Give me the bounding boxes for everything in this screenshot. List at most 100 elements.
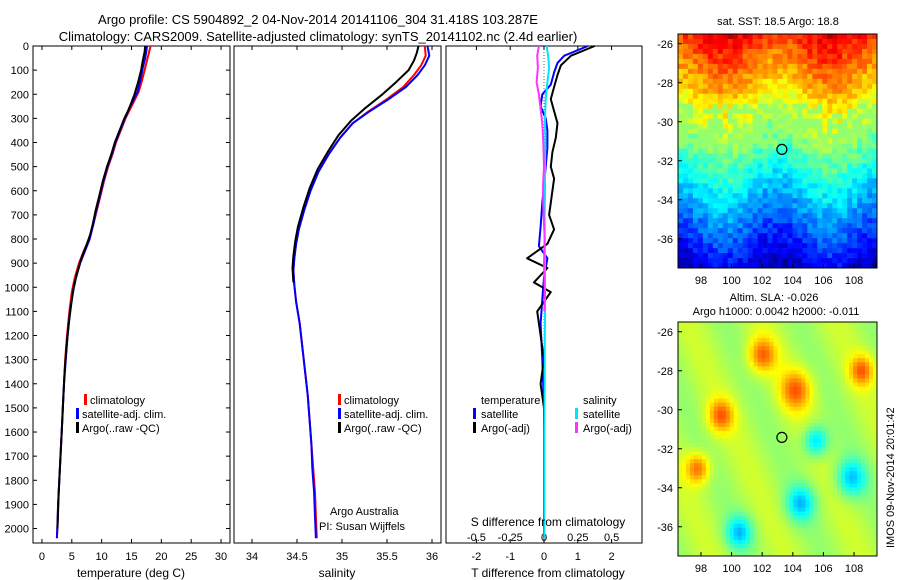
- sla-cell: [809, 434, 814, 440]
- sla-cell: [873, 455, 878, 460]
- sla-cell: [717, 382, 723, 387]
- sst-cell: [852, 198, 858, 204]
- sla-cell: [861, 523, 866, 529]
- sla-cell: [825, 354, 830, 359]
- sla-cell: [757, 451, 762, 456]
- sla-cell: [813, 483, 818, 488]
- sla-cell: [837, 430, 842, 436]
- sst-cell: [792, 88, 798, 95]
- sst-cell: [707, 178, 714, 184]
- sla-cell: [801, 463, 806, 468]
- sst-cell: [822, 223, 828, 229]
- sla-cell: [841, 531, 846, 537]
- sla-cell: [833, 378, 838, 383]
- sst-cell: [842, 118, 848, 124]
- sst-cell: [862, 58, 868, 65]
- sla-cell: [709, 467, 715, 472]
- sla-cell: [845, 338, 850, 343]
- sla-cell: [757, 539, 762, 545]
- sla-cell: [853, 459, 858, 464]
- depth-tick-label: 900: [11, 258, 29, 270]
- sla-cell: [841, 390, 846, 395]
- sla-cell: [817, 531, 822, 537]
- sla-cell: [725, 463, 731, 468]
- sla-cell: [801, 342, 806, 347]
- sla-cell: [797, 451, 802, 456]
- sla-cell: [737, 471, 742, 476]
- sst-cell: [682, 178, 689, 184]
- sla-cell: [729, 451, 735, 456]
- sla-cell: [693, 495, 699, 500]
- sst-cell: [792, 208, 798, 214]
- sla-cell: [861, 491, 866, 496]
- sst-cell: [852, 103, 858, 109]
- sla-cell: [773, 507, 778, 512]
- sla-cell: [773, 430, 778, 436]
- sla-cell: [689, 495, 695, 500]
- sla-cell: [769, 483, 774, 488]
- sst-cell: [782, 223, 788, 229]
- sla-cell: [869, 535, 874, 541]
- sla-cell: [678, 523, 683, 529]
- sla-cell: [697, 330, 703, 335]
- sla-cell: [678, 350, 683, 355]
- sla-cell: [721, 443, 727, 448]
- sla-cell: [817, 467, 822, 472]
- sst-cell: [777, 38, 783, 45]
- sla-cell: [761, 418, 766, 424]
- sst-cell: [842, 73, 848, 80]
- sst-cell: [707, 133, 714, 139]
- sla-heatmap: [678, 322, 878, 557]
- sst-cell: [872, 153, 878, 159]
- sla-cell: [761, 467, 766, 472]
- sla-cell: [681, 386, 687, 391]
- sla-cell: [805, 483, 810, 488]
- sla-cell: [689, 430, 695, 436]
- sla-cell: [777, 451, 782, 456]
- sla-cell: [837, 418, 842, 424]
- sla-cell: [833, 374, 838, 379]
- sla-cell: [769, 495, 774, 500]
- sla-cell: [678, 374, 683, 379]
- sst-cell: [797, 83, 803, 90]
- sla-cell: [725, 350, 731, 355]
- sst-cell: [772, 223, 778, 229]
- sst-cell: [757, 34, 763, 40]
- sst-cell: [737, 108, 743, 114]
- sla-cell: [849, 370, 854, 375]
- sst-cell: [827, 243, 833, 249]
- sla-cell: [769, 358, 774, 363]
- sla-cell: [801, 455, 806, 460]
- sla-cell: [861, 414, 866, 420]
- sla-cell: [705, 519, 711, 525]
- sst-cell: [867, 93, 873, 100]
- sst-cell: [817, 34, 823, 40]
- sst-cell: [722, 113, 729, 119]
- sla-cell: [805, 499, 810, 504]
- sst-cell: [777, 248, 783, 254]
- sst-cell: [847, 248, 853, 254]
- sla-cell: [693, 479, 699, 484]
- sst-cell: [697, 243, 704, 249]
- sla-cell: [793, 523, 798, 529]
- sla-cell: [769, 527, 774, 533]
- sla-cell: [805, 495, 810, 500]
- sst-cell: [857, 223, 863, 229]
- sla-cell: [825, 322, 830, 327]
- sla-cell: [845, 475, 850, 480]
- sla-cell: [837, 374, 842, 379]
- sla-cell: [741, 342, 746, 347]
- sst-cell: [682, 163, 689, 169]
- sst-cell: [812, 133, 818, 139]
- sla-cell: [837, 515, 842, 520]
- sla-cell: [833, 503, 838, 508]
- sla-cell: [781, 326, 786, 331]
- sla-cell: [761, 330, 766, 335]
- sla-cell: [849, 398, 854, 403]
- sla-cell: [777, 402, 782, 408]
- sla-cell: [797, 434, 802, 440]
- sla-cell: [861, 378, 866, 383]
- sst-cell: [802, 38, 808, 45]
- sla-cell: [753, 326, 758, 331]
- sla-cell: [765, 527, 770, 533]
